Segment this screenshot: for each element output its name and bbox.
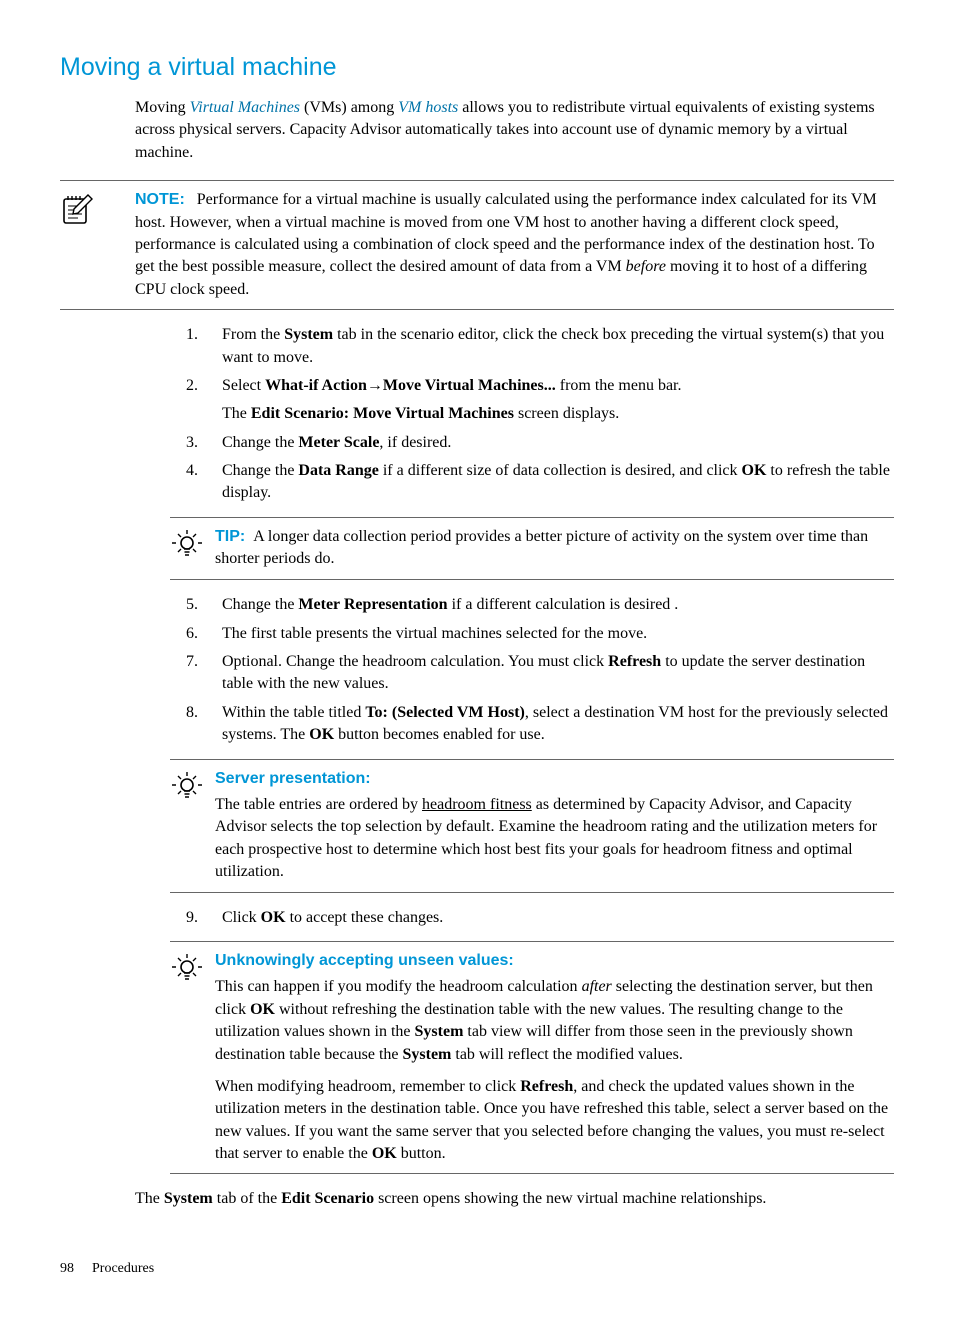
t: Change the — [222, 434, 298, 451]
t: OK — [250, 1001, 275, 1018]
note-label: NOTE: — [135, 191, 185, 208]
t: , if desired. — [379, 434, 451, 451]
lightbulb-icon — [170, 528, 204, 564]
step-number: 4. — [170, 460, 198, 482]
page-number: 98 — [60, 1261, 74, 1276]
step-7: 7. Optional. Change the headroom calcula… — [170, 651, 894, 696]
steps-list-a: 1. From the System tab in the scenario e… — [135, 324, 894, 505]
step-number: 6. — [170, 623, 198, 645]
t: Data Range — [298, 462, 378, 479]
tip-label: TIP: — [215, 528, 245, 545]
t: button becomes enabled for use. — [334, 726, 545, 743]
step-4: 4. Change the Data Range if a different … — [170, 460, 894, 505]
closing-paragraph: The System tab of the Edit Scenario scre… — [135, 1188, 894, 1210]
t: This can happen if you modify the headro… — [215, 978, 582, 995]
t: When modifying headroom, remember to cli… — [215, 1078, 520, 1095]
t: to accept these changes. — [286, 909, 444, 926]
t: tab of the — [213, 1190, 281, 1207]
t: OK — [372, 1145, 397, 1162]
t: if a different size of data collection i… — [379, 462, 742, 479]
t: Edit Scenario: Move Virtual Machines — [251, 405, 514, 422]
step-3: 3. Change the Meter Scale, if desired. — [170, 432, 894, 454]
step-number: 5. — [170, 594, 198, 616]
steps-list-c: 9. Click OK to accept these changes. — [135, 907, 894, 929]
step-6: 6. The first table presents the virtual … — [170, 623, 894, 645]
tip-callout-3: Unknowingly accepting unseen values: Thi… — [170, 941, 894, 1175]
t: Edit Scenario — [281, 1190, 374, 1207]
chapter-name: Procedures — [92, 1261, 154, 1276]
t: Meter Representation — [298, 596, 447, 613]
intro-paragraph: Moving Virtual Machines (VMs) among VM h… — [135, 97, 894, 164]
step-1: 1. From the System tab in the scenario e… — [170, 324, 894, 369]
step-number: 8. — [170, 702, 198, 724]
t: From the — [222, 326, 284, 343]
tip-body: A longer data collection period provides… — [215, 528, 868, 567]
pencil-note-icon — [60, 191, 96, 227]
t: Refresh — [520, 1078, 573, 1095]
t: OK — [742, 462, 767, 479]
arrow-icon: → — [367, 377, 383, 394]
step-9: 9. Click OK to accept these changes. — [170, 907, 894, 929]
t: What-if Action — [265, 377, 367, 394]
t: from the menu bar. — [556, 377, 682, 394]
t: The table entries are ordered by — [215, 796, 422, 813]
tip-callout-1: TIP: A longer data collection period pro… — [170, 517, 894, 580]
t: tab will reflect the modified values. — [451, 1046, 682, 1063]
step-2: 2. Select What-if Action→Move Virtual Ma… — [170, 375, 894, 426]
tip-title: Unknowingly accepting unseen values: — [215, 950, 894, 972]
t: if a different calculation is desired . — [448, 596, 679, 613]
step-8: 8. Within the table titled To: (Selected… — [170, 702, 894, 747]
t: Move Virtual Machines... — [383, 377, 556, 394]
t: Click — [222, 909, 261, 926]
tip-callout-2: Server presentation: The table entries a… — [170, 759, 894, 893]
lightbulb-icon — [170, 952, 204, 988]
t: OK — [261, 909, 286, 926]
t: System — [415, 1023, 464, 1040]
step-number: 2. — [170, 375, 198, 397]
text: (VMs) among — [300, 99, 398, 116]
link-virtual-machines[interactable]: Virtual Machines — [190, 99, 300, 116]
t: Change the — [222, 596, 298, 613]
t: System — [284, 326, 333, 343]
text: Moving — [135, 99, 190, 116]
t: The first table presents the virtual mac… — [222, 625, 647, 642]
t: The — [135, 1190, 164, 1207]
lightbulb-icon — [170, 770, 204, 806]
t: after — [582, 978, 612, 995]
t: Refresh — [608, 653, 661, 670]
link-vm-hosts[interactable]: VM hosts — [398, 99, 458, 116]
tip-title: Server presentation: — [215, 768, 894, 790]
note-body-ital: before — [626, 258, 666, 275]
note-callout: NOTE: Performance for a virtual machine … — [60, 180, 894, 310]
t: Within the table titled — [222, 704, 365, 721]
t: OK — [309, 726, 334, 743]
t: The — [222, 405, 251, 422]
link-headroom-fitness[interactable]: headroom fitness — [422, 796, 532, 813]
t: System — [164, 1190, 213, 1207]
step-number: 1. — [170, 324, 198, 346]
t: To: (Selected VM Host) — [365, 704, 525, 721]
step-number: 3. — [170, 432, 198, 454]
t: System — [402, 1046, 451, 1063]
t: Meter Scale — [298, 434, 379, 451]
step-number: 9. — [170, 907, 198, 929]
page-footer: 98 Procedures — [60, 1259, 894, 1279]
step-number: 7. — [170, 651, 198, 673]
t: Change the — [222, 462, 298, 479]
steps-list-b: 5. Change the Meter Representation if a … — [135, 594, 894, 746]
t: Optional. Change the headroom calculatio… — [222, 653, 608, 670]
t: Select — [222, 377, 265, 394]
step-5: 5. Change the Meter Representation if a … — [170, 594, 894, 616]
t: button. — [397, 1145, 446, 1162]
section-heading: Moving a virtual machine — [60, 50, 894, 85]
t: screen displays. — [514, 405, 619, 422]
t: screen opens showing the new virtual mac… — [374, 1190, 766, 1207]
